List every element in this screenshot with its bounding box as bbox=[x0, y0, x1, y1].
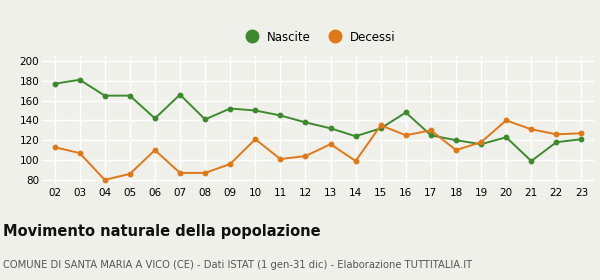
Decessi bbox=[553, 133, 560, 136]
Text: Movimento naturale della popolazione: Movimento naturale della popolazione bbox=[3, 224, 320, 239]
Decessi bbox=[176, 171, 184, 175]
Decessi bbox=[151, 148, 158, 152]
Text: COMUNE DI SANTA MARIA A VICO (CE) - Dati ISTAT (1 gen-31 dic) - Elaborazione TUT: COMUNE DI SANTA MARIA A VICO (CE) - Dati… bbox=[3, 260, 472, 270]
Decessi bbox=[202, 171, 209, 175]
Decessi bbox=[527, 128, 535, 131]
Nascite bbox=[427, 134, 434, 137]
Nascite bbox=[227, 107, 234, 110]
Line: Nascite: Nascite bbox=[52, 78, 584, 163]
Nascite bbox=[553, 141, 560, 144]
Nascite bbox=[176, 93, 184, 96]
Nascite bbox=[151, 117, 158, 120]
Decessi bbox=[452, 148, 460, 152]
Decessi bbox=[503, 119, 510, 122]
Decessi bbox=[101, 178, 109, 181]
Nascite bbox=[76, 78, 83, 81]
Decessi bbox=[478, 141, 485, 144]
Decessi bbox=[427, 129, 434, 132]
Nascite bbox=[503, 136, 510, 139]
Nascite bbox=[527, 159, 535, 163]
Decessi bbox=[327, 143, 334, 146]
Nascite bbox=[377, 127, 385, 130]
Line: Decessi: Decessi bbox=[52, 118, 584, 182]
Decessi bbox=[377, 124, 385, 127]
Nascite bbox=[101, 94, 109, 97]
Decessi bbox=[578, 132, 585, 135]
Nascite bbox=[352, 135, 359, 138]
Nascite bbox=[478, 143, 485, 146]
Nascite bbox=[302, 121, 309, 124]
Nascite bbox=[277, 114, 284, 117]
Nascite bbox=[327, 127, 334, 130]
Decessi bbox=[352, 159, 359, 163]
Decessi bbox=[227, 162, 234, 166]
Decessi bbox=[251, 137, 259, 141]
Decessi bbox=[126, 172, 133, 176]
Decessi bbox=[402, 134, 409, 137]
Nascite bbox=[402, 111, 409, 114]
Decessi bbox=[302, 154, 309, 158]
Nascite bbox=[51, 82, 58, 85]
Nascite bbox=[126, 94, 133, 97]
Nascite bbox=[202, 118, 209, 121]
Nascite bbox=[578, 137, 585, 141]
Legend: Nascite, Decessi: Nascite, Decessi bbox=[235, 26, 401, 48]
Decessi bbox=[51, 146, 58, 149]
Nascite bbox=[452, 139, 460, 142]
Nascite bbox=[251, 109, 259, 112]
Decessi bbox=[277, 157, 284, 161]
Decessi bbox=[76, 151, 83, 155]
